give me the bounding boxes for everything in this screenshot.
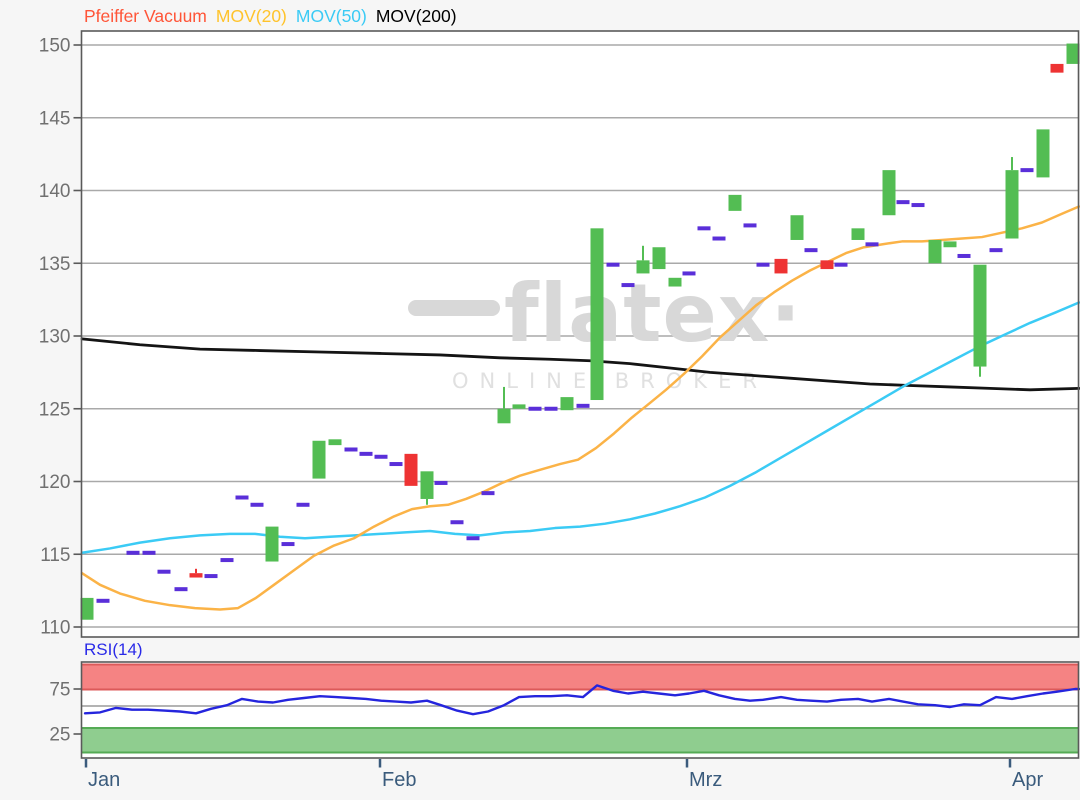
doji-dash [911, 203, 925, 208]
doji-dash [142, 550, 156, 555]
doji-dash [989, 248, 1003, 253]
price-axis-tick-label: 130 [39, 327, 71, 348]
legend-mov20-label: MOV(20) [215, 6, 287, 26]
doji-dash [743, 223, 757, 228]
doji-dash [756, 262, 770, 267]
price-axis-tick-label: 125 [39, 399, 71, 420]
candle-down [404, 453, 418, 486]
doji-dash [450, 520, 464, 525]
candle-up [728, 194, 742, 211]
candle-up [420, 471, 434, 499]
price-axis-tick-label: 145 [39, 108, 71, 129]
doji-dash [576, 403, 590, 408]
doji-dash [957, 253, 971, 258]
candle-up [973, 264, 987, 367]
doji-dash [865, 242, 879, 247]
candle-up [497, 408, 511, 424]
price-axis-tick-label: 135 [39, 254, 71, 275]
doji-dash [281, 542, 295, 547]
candle-down [774, 258, 788, 274]
doji-dash [682, 271, 696, 276]
price-axis-tick-label: 115 [40, 545, 70, 566]
candle-up [590, 228, 604, 401]
candle-up [636, 260, 650, 274]
rsi-axis-tick-label: 25 [49, 725, 70, 746]
candle-up [560, 397, 574, 411]
doji-dash [96, 598, 110, 603]
candle-up [668, 277, 682, 287]
watermark-logo-bar [408, 300, 500, 316]
candle-up [652, 247, 666, 270]
doji-dash [204, 574, 218, 579]
candle-up [790, 215, 804, 240]
doji-dash [697, 226, 711, 231]
rsi-oversold-band [81, 727, 1079, 754]
doji-dash [157, 569, 171, 574]
doji-dash [834, 262, 848, 267]
rsi-panel-title: RSI(14) [84, 640, 143, 659]
doji-dash [389, 462, 403, 467]
rsi-overbought-band [81, 663, 1079, 690]
candle-down [189, 573, 203, 578]
price-axis-tick-label: 140 [39, 181, 71, 202]
doji-dash [126, 550, 140, 555]
rsi-line [83, 684, 1080, 716]
doji-dash [712, 236, 726, 241]
mov20-line [80, 205, 1080, 611]
price-axis-tick-label: 110 [40, 618, 70, 639]
candle-up [328, 439, 342, 446]
price-axis-tick-label: 120 [39, 472, 71, 493]
doji-dash [344, 447, 358, 452]
doji-dash [250, 502, 264, 507]
doji-dash [528, 406, 542, 411]
legend-symbol-label: Pfeiffer Vacuum [84, 6, 207, 26]
mov200-line [80, 337, 1080, 392]
rsi-panel-border [80, 661, 1080, 759]
doji-dash [606, 262, 620, 267]
doji-dash [544, 406, 558, 411]
doji-dash [174, 587, 188, 592]
candle-up [851, 228, 865, 240]
candle-up [312, 440, 326, 479]
candle-up [882, 170, 896, 216]
doji-dash [374, 454, 388, 459]
doji-dash [1020, 168, 1034, 173]
x-axis-label-jan: Jan [88, 769, 121, 791]
candle-up [1066, 43, 1080, 64]
candle-up [928, 239, 942, 264]
legend-mov200-label: MOV(200) [375, 6, 457, 26]
x-axis-label-feb: Feb [382, 769, 417, 791]
candle-up [1005, 170, 1019, 239]
doji-dash [896, 200, 910, 205]
chart-legend: Pfeiffer Vacuum MOV(20) MOV(50) MOV(200) [84, 4, 457, 28]
watermark-brand: flatex· [504, 267, 802, 360]
candle-up [512, 404, 526, 409]
candle-down [820, 260, 834, 270]
doji-dash [804, 248, 818, 253]
candle-down [1050, 63, 1064, 73]
candle-up [943, 241, 957, 248]
doji-dash [296, 502, 310, 507]
x-axis-label-mrz: Mrz [689, 769, 723, 791]
candle-up [1036, 129, 1050, 178]
doji-dash [434, 480, 448, 485]
x-axis-label-apr: Apr [1012, 769, 1044, 791]
doji-dash [220, 558, 234, 563]
candle-up [80, 597, 94, 620]
legend-mov50-label: MOV(50) [295, 6, 367, 26]
doji-dash [481, 491, 495, 496]
doji-dash [621, 283, 635, 288]
price-plot-background [81, 31, 1079, 637]
doji-dash [359, 451, 373, 456]
doji-dash [466, 536, 480, 541]
doji-dash [235, 495, 249, 500]
price-axis-tick-label: 150 [39, 36, 71, 57]
candle-up [265, 526, 279, 562]
rsi-axis-tick-label: 75 [49, 680, 70, 701]
price-panel-border [80, 30, 1080, 638]
